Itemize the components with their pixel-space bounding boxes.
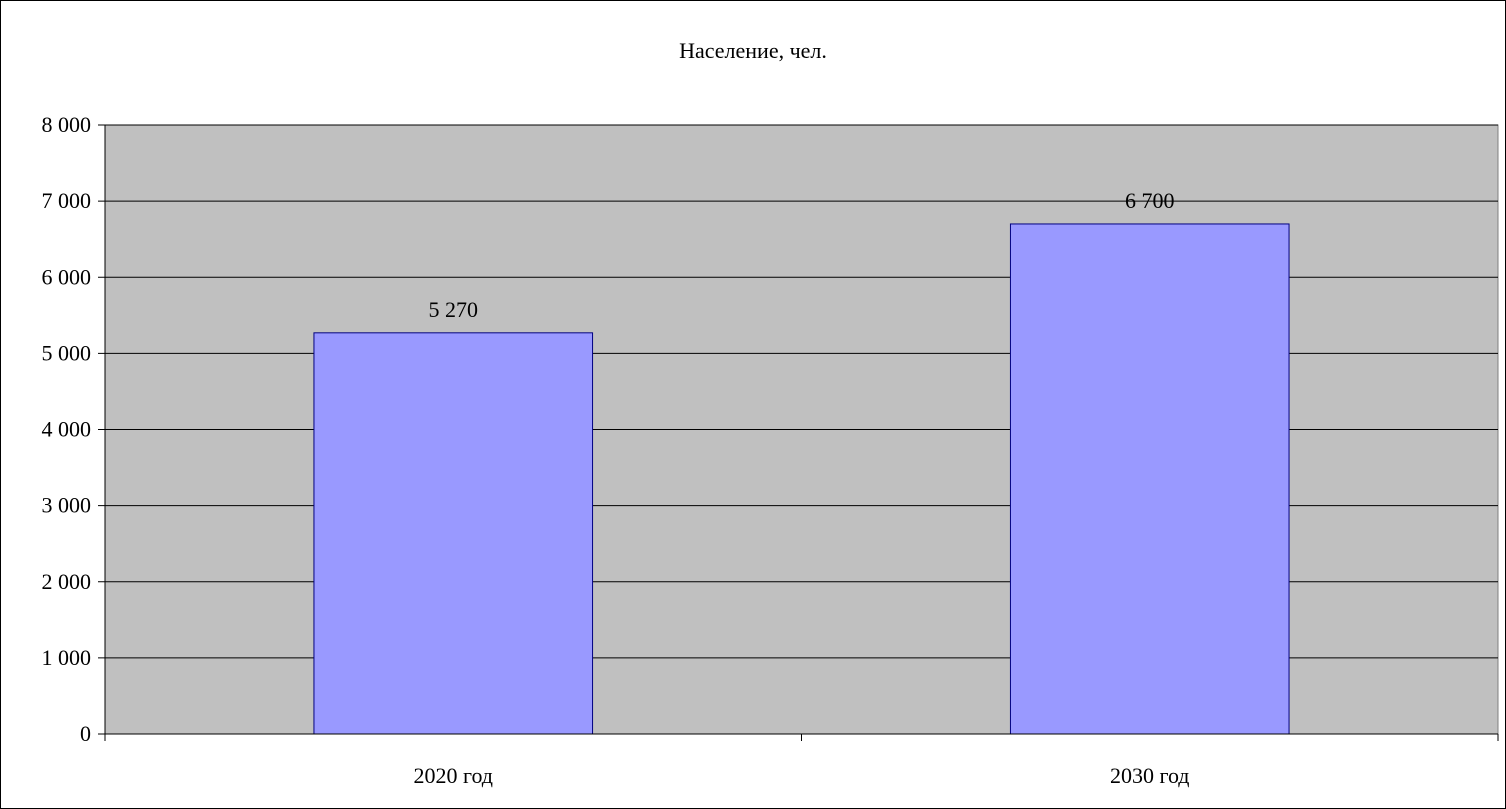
data-label: 6 700 xyxy=(1125,188,1175,213)
data-label: 5 270 xyxy=(429,297,479,322)
y-tick-label: 5 000 xyxy=(42,340,92,365)
x-category-label: 2030 год xyxy=(1110,763,1190,788)
bar-1 xyxy=(313,332,594,735)
y-tick-label: 6 000 xyxy=(42,264,92,289)
bars xyxy=(313,223,1290,735)
x-category-label: 2020 год xyxy=(413,763,493,788)
y-tick-label: 1 000 xyxy=(42,645,92,670)
y-tick-label: 3 000 xyxy=(42,493,92,518)
axes xyxy=(98,124,1499,741)
y-tick-label: 4 000 xyxy=(42,417,92,442)
y-tick-label: 0 xyxy=(80,721,91,746)
bar-2 xyxy=(1009,223,1290,735)
labels: 0 1 000 2 000 3 000 4 000 5 000 6 000 7 000 8 00… xyxy=(42,112,1190,788)
chart-title: Население, чел. xyxy=(679,38,827,63)
y-tick-label: 8 000 xyxy=(42,112,92,137)
y-tick-label: 7 000 xyxy=(42,188,92,213)
y-tick-label: 2 000 xyxy=(42,569,92,594)
